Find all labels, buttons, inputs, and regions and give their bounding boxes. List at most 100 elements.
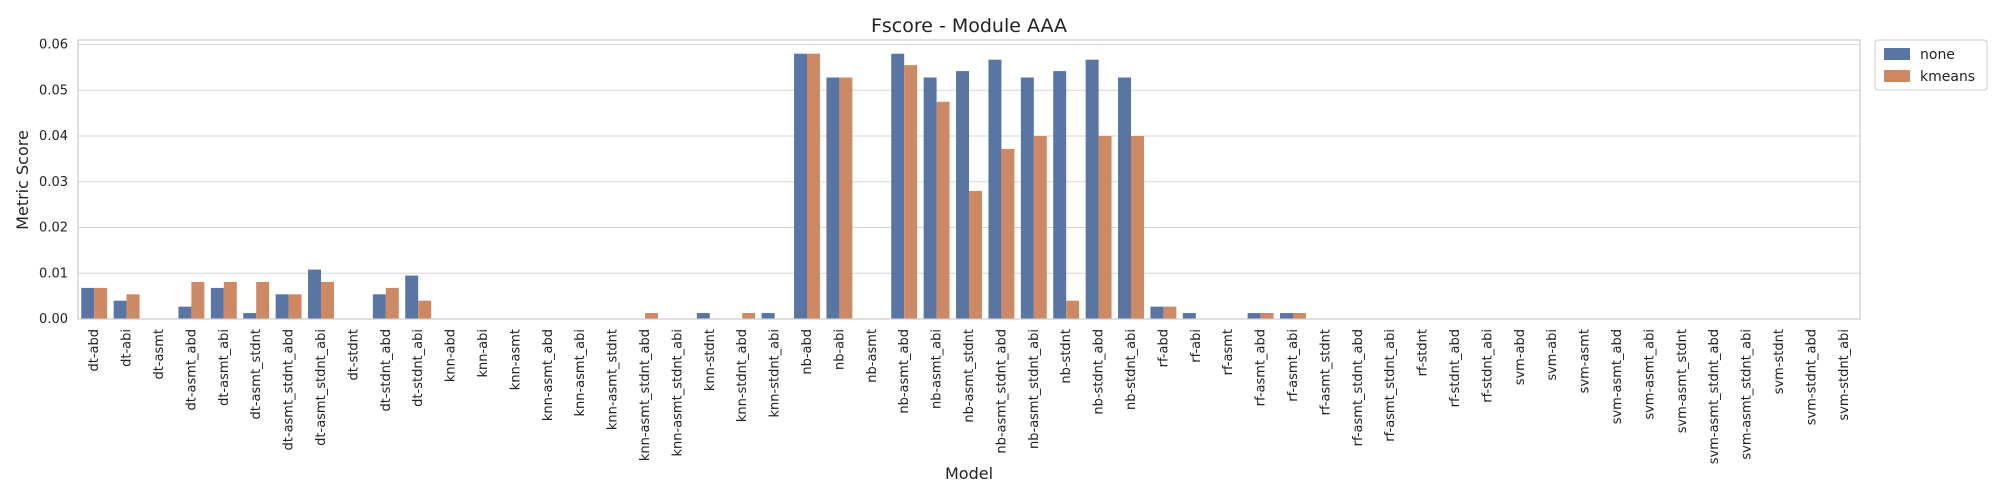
x-tick-label: svm-stdnt_abd xyxy=(1804,329,1819,425)
x-tick-label: dt-asmt_abd xyxy=(184,329,199,411)
y-axis-title: Metric Score xyxy=(13,130,32,230)
bar-kmeans-dt-abi xyxy=(126,294,140,319)
x-tick-label: nb-abd xyxy=(800,329,815,375)
x-tick-label: dt-asmt xyxy=(152,329,167,380)
bar-none-dt-asmt_abi xyxy=(210,287,224,319)
x-tick-label: rf-asmt_stdnt_abd xyxy=(1351,329,1366,446)
x-tick-label: knn-asmt xyxy=(508,329,523,390)
x-tick-label: knn-abi xyxy=(476,329,491,378)
y-tick-labels: 0.00 0.01 0.02 0.03 0.04 0.05 0.06 xyxy=(39,38,68,327)
bar-none-nb-abi xyxy=(826,77,840,319)
x-tick-label: nb-asmt_abi xyxy=(930,329,945,409)
bar-kmeans-nb-asmt_stdnt xyxy=(969,190,982,319)
x-tick-label: knn-asmt_stdnt_abd xyxy=(638,329,653,461)
x-tick-label: knn-abd xyxy=(444,329,459,382)
bar-none-knn-stdnt xyxy=(696,313,710,319)
x-tick-label: rf-abd xyxy=(1156,329,1171,367)
bar-none-dt-abd xyxy=(81,287,95,319)
x-tick-label: svm-asmt_stdnt_abi xyxy=(1740,329,1755,460)
bar-kmeans-nb-stdnt_abd xyxy=(1098,136,1112,319)
x-tick-label: svm-asmt_stdnt_abd xyxy=(1707,329,1722,464)
y-tick-label: 0.04 xyxy=(39,129,68,144)
bar-none-rf-asmt_abd xyxy=(1247,313,1261,319)
x-tick-label: dt-stdnt_abi xyxy=(411,329,426,407)
x-tick-label: nb-asmt_abd xyxy=(897,329,912,414)
bar-kmeans-dt-asmt_abd xyxy=(191,281,205,319)
legend-label-none: none xyxy=(1920,47,1955,63)
bar-none-nb-stdnt_abi xyxy=(1118,77,1131,319)
x-tick-label: rf-stdnt_abi xyxy=(1480,329,1495,403)
x-tick-label: knn-asmt_abi xyxy=(573,329,588,417)
bar-none-rf-asmt_abi xyxy=(1280,313,1293,319)
x-tick-label: rf-stdnt xyxy=(1416,329,1431,376)
bar-none-nb-stdnt_abd xyxy=(1085,59,1099,320)
x-tick-label: svm-abi xyxy=(1545,329,1560,381)
bar-none-nb-asmt_stdnt_abi xyxy=(1020,77,1034,319)
chart-title: Fscore - Module AAA xyxy=(871,15,1067,37)
y-tick-label: 0.06 xyxy=(39,38,68,53)
bar-kmeans-rf-asmt_abd xyxy=(1260,313,1274,319)
bar-kmeans-knn-asmt_stdnt_abd xyxy=(645,313,658,319)
x-tick-label: nb-asmt xyxy=(865,329,880,383)
bar-kmeans-nb-asmt_stdnt_abd xyxy=(1001,148,1015,319)
x-tick-label: rf-abi xyxy=(1189,329,1204,363)
bar-kmeans-dt-abd xyxy=(94,287,108,319)
bar-none-dt-asmt_stdnt_abi xyxy=(308,269,321,319)
bar-kmeans-dt-stdnt_abd xyxy=(385,287,399,319)
x-tick-labels: dt-abd dt-abi dt-asmt dt-asmt_abd dt-asmt_ab… xyxy=(87,329,1852,464)
x-tick-label: knn-asmt_stdnt xyxy=(606,329,621,430)
x-tick-label: dt-stdnt xyxy=(346,329,361,381)
plot-frame xyxy=(77,39,1861,320)
bar-none-nb-asmt_abd xyxy=(891,53,905,319)
y-tick-label: 0.02 xyxy=(39,221,68,236)
bar-kmeans-dt-asmt_stdnt_abd xyxy=(288,294,302,319)
bar-none-knn-stdnt_abi xyxy=(761,313,775,319)
bar-kmeans-nb-stdnt xyxy=(1066,300,1080,319)
x-tick-label: nb-stdnt_abi xyxy=(1124,329,1139,410)
x-axis-title: Model xyxy=(945,464,993,483)
bar-none-rf-abd xyxy=(1150,306,1164,319)
x-tick-label: nb-stdnt_abd xyxy=(1092,329,1107,415)
x-tick-label: dt-abi xyxy=(120,329,135,367)
x-tick-label: rf-asmt_stdnt xyxy=(1318,329,1333,415)
x-tick-label: svm-abd xyxy=(1513,329,1528,385)
legend-swatch-none xyxy=(1884,48,1910,60)
x-tick-label: nb-abi xyxy=(832,329,847,370)
bar-none-nb-asmt_abi xyxy=(923,77,937,319)
bar-none-nb-abd xyxy=(794,53,807,319)
x-tick-label: knn-asmt_stdnt_abi xyxy=(670,329,685,457)
bar-kmeans-rf-abd xyxy=(1163,306,1177,319)
bar-none-dt-asmt_abd xyxy=(178,306,192,319)
x-tick-label: svm-asmt xyxy=(1578,329,1593,393)
bar-kmeans-knn-stdnt_abd xyxy=(742,313,756,319)
bars xyxy=(81,53,1306,320)
x-tick-label: nb-asmt_stdnt_abi xyxy=(1027,329,1042,449)
legend: none kmeans xyxy=(1874,39,1988,91)
bar-none-dt-stdnt_abd xyxy=(372,294,386,319)
x-tick-label: knn-stdnt xyxy=(703,329,718,391)
x-tick-label: knn-stdnt_abd xyxy=(735,329,750,422)
bar-none-dt-stdnt_abi xyxy=(405,275,419,319)
y-tick-label: 0.01 xyxy=(39,266,68,281)
bar-none-nb-asmt_stdnt xyxy=(956,71,969,319)
bar-kmeans-nb-abi xyxy=(839,77,853,319)
bar-none-dt-asmt_stdnt xyxy=(243,313,257,319)
bar-kmeans-dt-stdnt_abi xyxy=(418,300,432,319)
x-tick-label: rf-asmt xyxy=(1221,329,1236,375)
x-tick-label: dt-asmt_stdnt xyxy=(249,329,264,420)
bar-kmeans-nb-asmt_abd xyxy=(904,65,918,319)
bar-none-dt-asmt_stdnt_abd xyxy=(275,294,289,319)
y-tick-label: 0.03 xyxy=(39,175,68,190)
x-tick-label: rf-asmt_abd xyxy=(1254,329,1269,406)
x-tick-label: svm-stdnt_abi xyxy=(1837,329,1852,421)
bar-kmeans-rf-asmt_abi xyxy=(1293,313,1306,319)
y-tick-label: 0.00 xyxy=(39,312,68,327)
x-tick-label: nb-asmt_stdnt xyxy=(962,329,977,423)
x-tick-label: dt-asmt_stdnt_abd xyxy=(282,329,297,450)
x-tick-label: knn-stdnt_abi xyxy=(768,329,783,418)
bar-kmeans-nb-asmt_abi xyxy=(936,101,950,319)
bar-kmeans-dt-asmt_stdnt_abi xyxy=(321,281,334,319)
x-tick-label: dt-abd xyxy=(87,329,102,372)
bar-none-rf-abi xyxy=(1182,313,1196,319)
